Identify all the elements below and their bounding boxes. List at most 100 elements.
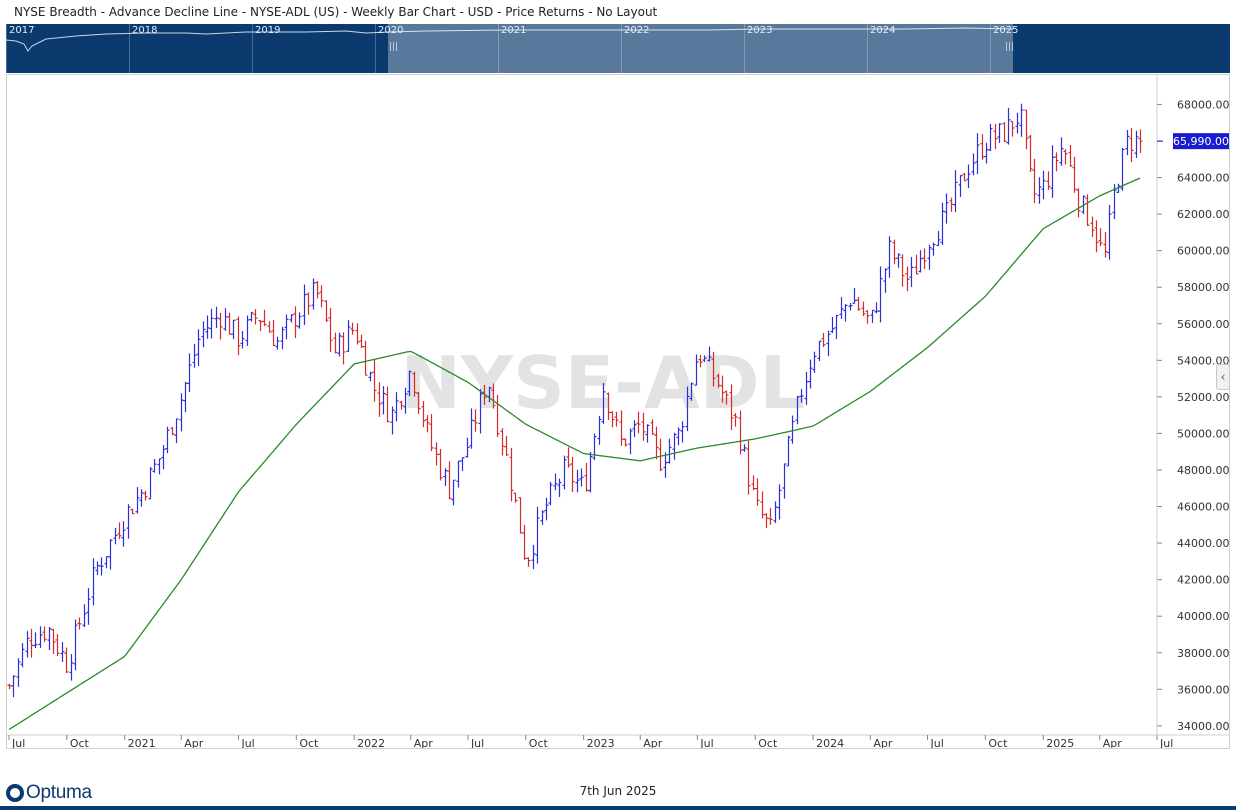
ohlc-bar bbox=[460, 457, 465, 471]
ohlc-bar bbox=[425, 415, 430, 433]
ohlc-bar bbox=[500, 428, 505, 456]
ohlc-bar bbox=[29, 628, 34, 658]
ohlc-bar bbox=[253, 309, 258, 325]
ohlc-bar bbox=[447, 461, 452, 500]
ohlc-bar bbox=[623, 438, 628, 447]
ohlc-bar bbox=[746, 440, 751, 495]
ohlc-bar bbox=[896, 253, 901, 268]
time-navigator[interactable]: ||| ||| 2017 2018 2019 2020 2021 2022 2023 2024… bbox=[6, 24, 1230, 73]
ohlc-bar bbox=[143, 490, 148, 501]
ohlc-bar bbox=[861, 301, 866, 317]
ohlc-bar bbox=[355, 323, 360, 345]
ohlc-bar bbox=[385, 386, 390, 423]
ohlc-bar bbox=[980, 134, 985, 160]
ohlc-bar bbox=[1037, 177, 1042, 204]
ohlc-bar bbox=[315, 280, 320, 299]
navigator-year-divider bbox=[6, 24, 7, 73]
ohlc-bar bbox=[531, 544, 536, 570]
collapse-panel-chevron-icon[interactable]: ‹ bbox=[1216, 364, 1230, 390]
ohlc-bar bbox=[174, 418, 179, 443]
ohlc-bar bbox=[161, 445, 166, 470]
ohlc-bar bbox=[940, 202, 945, 245]
ohlc-bar bbox=[1059, 137, 1064, 166]
navigator-year-divider bbox=[498, 24, 499, 73]
ohlc-bar bbox=[165, 426, 170, 454]
ohlc-bar bbox=[751, 475, 756, 491]
ohlc-bar bbox=[566, 447, 571, 468]
ohlc-bar bbox=[504, 436, 509, 456]
ohlc-bar bbox=[1134, 130, 1139, 158]
y-tick-label: 60000.00 bbox=[1177, 245, 1229, 258]
x-tick-label: Jul bbox=[240, 737, 254, 748]
ohlc-bar bbox=[918, 250, 923, 273]
ohlc-bar bbox=[971, 153, 976, 176]
ohlc-bar bbox=[196, 329, 201, 366]
navigator-right-grip-icon[interactable]: ||| bbox=[1005, 42, 1015, 52]
navigator-year-label: 2018 bbox=[132, 25, 158, 36]
ohlc-bar bbox=[377, 382, 382, 417]
ohlc-bar bbox=[1120, 148, 1125, 191]
ohlc-bar bbox=[117, 522, 122, 540]
ohlc-bar bbox=[201, 321, 206, 348]
x-tick-label: Jul bbox=[930, 737, 944, 748]
ohlc-bar bbox=[579, 468, 584, 487]
ohlc-bar bbox=[742, 444, 747, 452]
ohlc-bar bbox=[192, 343, 197, 368]
last-price-badge bbox=[1173, 133, 1229, 150]
ohlc-bar bbox=[407, 370, 412, 397]
ohlc-bar bbox=[227, 312, 232, 335]
ohlc-bar bbox=[927, 244, 932, 270]
x-tick-label: 2024 bbox=[816, 737, 844, 748]
ohlc-bar bbox=[601, 383, 606, 424]
ohlc-bar bbox=[672, 432, 677, 460]
ohlc-bar bbox=[337, 332, 342, 357]
ohlc-bar bbox=[760, 491, 765, 519]
ohlc-bar bbox=[1098, 228, 1103, 247]
ohlc-bar bbox=[1046, 171, 1051, 190]
navigator-year-divider bbox=[621, 24, 622, 73]
ohlc-bar bbox=[478, 389, 483, 434]
ohlc-bar bbox=[874, 302, 879, 314]
x-tick-label: Jul bbox=[1159, 737, 1173, 748]
navigator-year-label: 2019 bbox=[255, 25, 281, 36]
ohlc-bar bbox=[883, 268, 888, 293]
navigator-selection-window[interactable] bbox=[388, 24, 1013, 73]
chart-plot-area[interactable]: 34000.00 36000.00 38000.00 40000.00 42000.00… bbox=[6, 74, 1230, 749]
ohlc-bar bbox=[51, 628, 56, 654]
ohlc-bar bbox=[680, 421, 685, 443]
ohlc-bar bbox=[909, 257, 914, 287]
ohlc-bar bbox=[562, 455, 567, 490]
ohlc-bar bbox=[139, 489, 144, 507]
navigator-left-grip-icon[interactable]: ||| bbox=[389, 42, 399, 52]
ohlc-bar bbox=[69, 654, 74, 681]
ohlc-bar bbox=[944, 193, 949, 224]
ohlc-bar bbox=[1072, 156, 1077, 193]
ohlc-bar bbox=[465, 437, 470, 458]
ohlc-bar bbox=[390, 406, 395, 435]
navigator-year-divider bbox=[990, 24, 991, 73]
ohlc-bar bbox=[319, 285, 324, 308]
ohlc-bar bbox=[368, 371, 373, 382]
ohlc-bar bbox=[799, 389, 804, 403]
ohlc-bar bbox=[328, 308, 333, 353]
ohlc-bar bbox=[434, 442, 439, 466]
ohlc-bar bbox=[280, 326, 285, 350]
ohlc-bar bbox=[456, 460, 461, 488]
ohlc-bar bbox=[557, 478, 562, 497]
ohlc-bar bbox=[302, 284, 307, 325]
ohlc-bar bbox=[993, 123, 998, 150]
x-tick-label: Jul bbox=[699, 737, 713, 748]
ohlc-bar bbox=[812, 351, 817, 373]
x-tick-label: Oct bbox=[529, 737, 549, 748]
ohlc-bar bbox=[830, 317, 835, 334]
ohlc-bar bbox=[240, 331, 245, 349]
ohlc-bar bbox=[716, 373, 721, 388]
ohlc-bar bbox=[632, 420, 637, 438]
ohlc-bar bbox=[958, 175, 963, 197]
ohlc-bar bbox=[491, 383, 496, 409]
ohlc-bar bbox=[55, 633, 60, 657]
ohlc-bar bbox=[399, 400, 404, 410]
y-tick-label: 44000.00 bbox=[1177, 537, 1229, 550]
ohlc-bar bbox=[262, 309, 267, 326]
ohlc-bar bbox=[663, 452, 668, 478]
